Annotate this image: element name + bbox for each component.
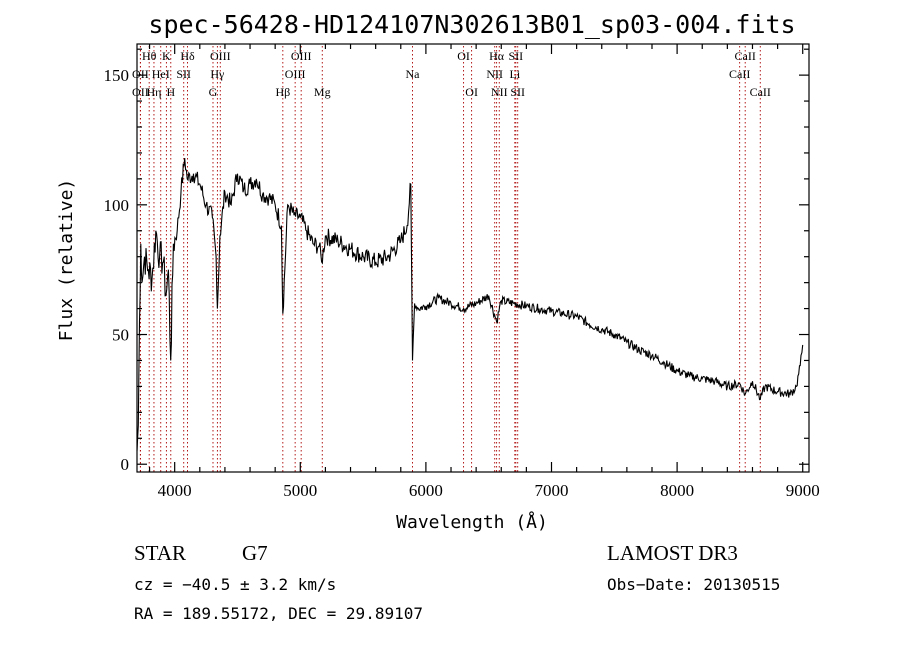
spectral-line-label: NII: [491, 85, 508, 99]
plot-frame: [136, 43, 810, 473]
spectral-line-label: SII: [176, 67, 191, 81]
spectral-line-label: K: [162, 49, 171, 63]
spectral-line-label: NII: [486, 67, 503, 81]
x-tick-label: 8000: [660, 481, 694, 500]
spectral-line-label: Hα: [489, 49, 505, 63]
y-tick-label: 100: [104, 196, 130, 215]
spectral-line-label: Mg: [314, 85, 331, 99]
y-tick-label: 50: [112, 326, 129, 345]
chart-title: spec-56428-HD124107N302613B01_sp03-004.f…: [148, 10, 795, 39]
survey-name: LAMOST DR3: [607, 541, 738, 565]
redshift-text: cz = −40.5 ± 3.2 km/s: [134, 575, 336, 594]
spectral-line-label: Li: [509, 67, 520, 81]
x-tick-label: 6000: [409, 481, 443, 500]
spectral-line-label: H: [166, 85, 175, 99]
spectral-line-label: Na: [405, 67, 420, 81]
obs-date-text: Obs−Date: 20130515: [607, 575, 780, 594]
spectral-line-label: Hη: [146, 85, 161, 99]
spectral-line-label: OIII: [285, 67, 306, 81]
x-tick-label: 7000: [535, 481, 569, 500]
spectral-line-label: OII: [132, 67, 149, 81]
spectral-line-label: Hβ: [275, 85, 290, 99]
spectral-line-label: OIII: [291, 49, 312, 63]
x-axis-label: Wavelength (Å): [396, 511, 548, 533]
object-subclass: G7: [242, 541, 268, 565]
spectral-line-label: SII: [510, 85, 525, 99]
spectrum-series-line: [136, 158, 804, 452]
spectral-line-label: OII: [132, 85, 149, 99]
spectral-line-label: Hθ: [142, 49, 157, 63]
y-axis-label: Flux (relative): [56, 179, 77, 342]
x-tick-label: 9000: [786, 481, 820, 500]
x-axis-ticks: 4000 5000 6000 7000 8000 9000: [148, 44, 820, 500]
x-tick-label: 5000: [283, 481, 317, 500]
spectral-line-label: Hδ: [180, 49, 195, 63]
spectral-line-label: OI: [457, 49, 470, 63]
spectral-line-label: OI: [465, 85, 478, 99]
spectral-line-label: G: [209, 85, 218, 99]
y-tick-label: 150: [104, 66, 130, 85]
spectral-line-label: OIII: [210, 49, 231, 63]
y-tick-label: 0: [121, 455, 130, 474]
spectral-line-label: Hγ: [210, 67, 225, 81]
object-class: STAR: [134, 541, 186, 565]
coords-text: RA = 189.55172, DEC = 29.89107: [134, 604, 423, 623]
spectral-line-label: CaII: [735, 49, 756, 63]
y-axis-ticks: 0 50 100 150: [104, 48, 809, 474]
spectral-line-markers: [139, 46, 761, 472]
spectral-line-label: CaII: [729, 67, 750, 81]
spectral-line-label: CaII: [750, 85, 771, 99]
spectral-line-label: HeI: [152, 67, 170, 81]
spectral-line-label: SII: [508, 49, 523, 63]
x-tick-label: 4000: [158, 481, 192, 500]
